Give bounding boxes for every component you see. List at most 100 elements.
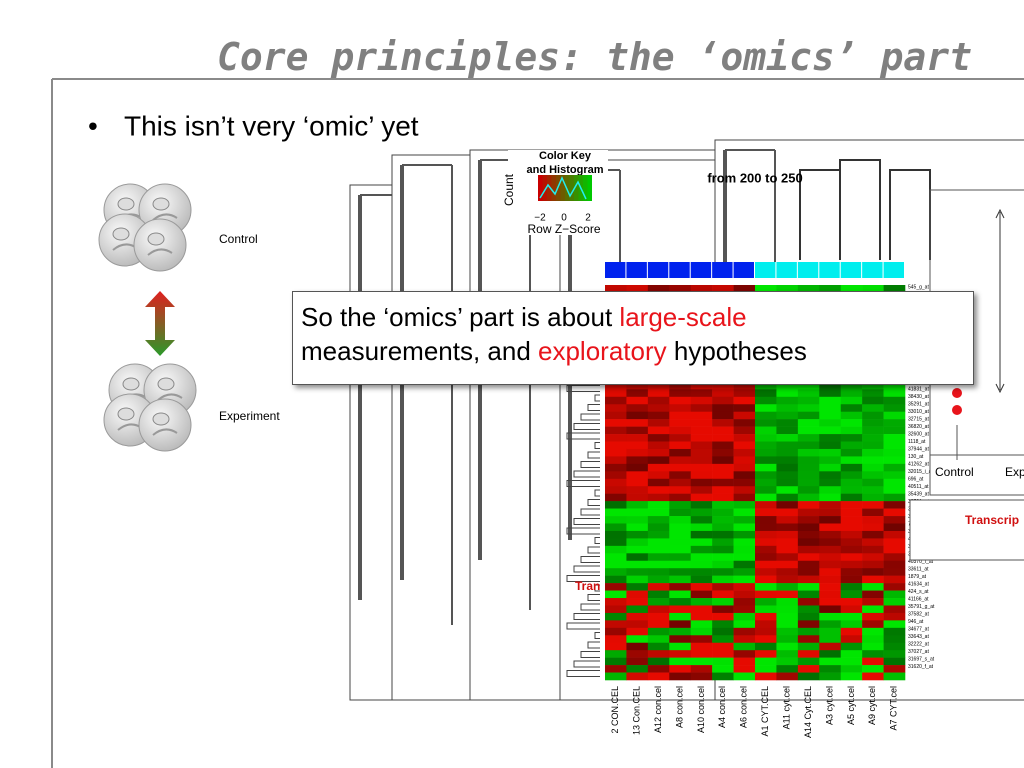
heatmap-cell [862,448,884,457]
heatmap-cell [733,404,756,412]
row-dendrogram [566,575,600,582]
heatmap-cell [733,530,756,539]
heatmap-cell [647,501,670,509]
heatmap-cell [733,583,756,591]
panel-window [929,454,1024,496]
heatmap-cell [755,501,777,509]
heatmap-cell [797,583,820,591]
heatmap-cell [776,672,799,681]
heatmap-cell [733,285,756,293]
heatmap-cell [712,456,734,465]
heatmap-cell [626,463,649,472]
heatmap-cell [690,501,713,509]
heatmap-cell [626,389,649,398]
heatmap-cell [819,627,842,636]
heatmap-cell [669,493,692,502]
heatmap-cell [797,419,820,427]
heatmap-cell [626,501,649,509]
heatmap-cell [755,545,777,554]
row-label: 34677_at [908,626,929,632]
heatmap-cell [647,530,670,539]
heatmap-cell [733,672,756,681]
heatmap-cell [690,419,713,427]
group-bar [862,262,883,278]
heatmap-cell [755,441,777,450]
heatmap-cell [626,568,649,576]
heatmap-cell [819,389,842,398]
heatmap-cell [626,441,649,450]
heatmap-cell [647,612,670,621]
row-label: 35439_at [908,491,929,497]
arrow-head [995,208,1005,394]
heatmap-cell [647,396,670,405]
heatmap-cell [669,285,692,293]
heatmap-cell [669,381,692,390]
heatmap-cell [690,568,713,576]
heatmap-cell [819,523,842,532]
heatmap-cell [712,419,734,427]
heatmap-cell [797,456,820,465]
heatmap-cell [690,463,713,472]
heatmap-cell [712,598,734,606]
key-swatch [551,175,556,201]
heatmap-cell [883,612,906,621]
row-label: 130_at [908,454,924,460]
key-swatch [587,175,592,201]
heatmap-cell [605,396,627,405]
heatmap-cell [712,672,734,681]
group-bar [712,262,733,278]
heatmap-cell [712,486,734,494]
column-label: A1 CYT.CEL [760,686,770,737]
heatmap-cell [690,448,713,457]
heatmap-cell [819,434,842,442]
heatmap-cell [669,642,692,651]
heatmap-cell [776,575,799,584]
heatmap-cell [669,448,692,457]
row-label: 1118_at [908,439,926,445]
heatmap-cell [733,389,756,398]
heatmap-cell [605,590,627,599]
heatmap-cell [819,575,842,584]
heatmap-cell [819,404,842,412]
heatmap-cell [712,463,734,472]
row-label: 37944_at [908,446,929,452]
heatmap-cell [669,575,692,584]
nucleus [147,232,165,246]
heatmap-cell [862,650,884,658]
heatmap-cell [840,575,863,584]
key-swatch [583,175,588,201]
callout: So the ‘omics’ part is about large-scale… [292,291,974,385]
heatmap-cell [733,642,756,651]
heatmap-cell [862,627,884,636]
heatmap-cell [797,426,820,435]
heatmap-cell [819,508,842,517]
heatmap-cell [690,486,713,494]
heatmap-cell [819,590,842,599]
group-bar [776,262,797,278]
heatmap-cell [840,441,863,450]
heatmap-cell [626,404,649,412]
heatmap-cell [840,486,863,494]
heatmap-cell [840,523,863,532]
heatmap-cell [690,545,713,554]
heatmap-cell [669,598,692,606]
heatmap-cell [605,665,627,673]
row-label: 1879_at [908,574,927,580]
heatmap-cell [819,441,842,450]
heatmap-cell [755,605,777,614]
heatmap-cell [669,441,692,450]
heatmap-cell [669,478,692,487]
row-label: 35791_g_at [908,604,935,610]
heatmap-cell [819,665,842,673]
heatmap-cell [797,538,820,547]
key-swatch [574,175,579,201]
nucleus [157,377,175,391]
key-axis: Row Z−Score [527,222,600,236]
heatmap-cell [883,426,906,435]
heatmap-cell [605,568,627,576]
heatmap-cell [755,665,777,673]
cell [138,398,192,452]
heatmap-cell [755,575,777,584]
heatmap-cell [755,463,777,472]
heatmap-cell [883,463,906,472]
